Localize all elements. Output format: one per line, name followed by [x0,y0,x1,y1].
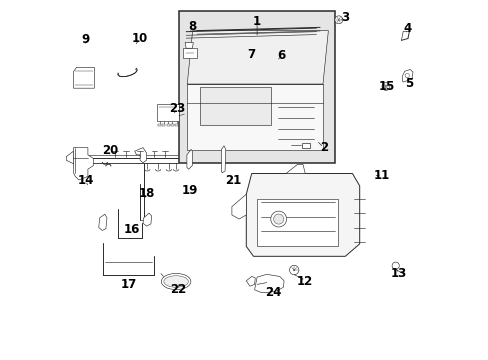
Text: 9: 9 [81,33,89,46]
Bar [162,124,165,126]
Ellipse shape [163,276,188,287]
Bar [179,11,334,163]
Text: 8: 8 [188,21,196,33]
Text: 3: 3 [341,11,348,24]
Text: 12: 12 [296,275,312,288]
Polygon shape [187,31,328,84]
Ellipse shape [161,274,190,289]
Polygon shape [246,174,359,256]
Polygon shape [187,84,322,150]
Polygon shape [73,67,94,88]
Text: 5: 5 [405,77,413,90]
Text: 13: 13 [390,267,407,280]
Polygon shape [134,148,146,163]
Circle shape [404,73,408,78]
Bar [166,124,169,126]
Text: 15: 15 [378,80,394,93]
Circle shape [381,82,389,90]
Polygon shape [254,274,284,292]
Bar [81,155,178,163]
Text: 23: 23 [168,102,184,115]
Polygon shape [221,146,225,173]
Text: 1: 1 [252,15,261,28]
Polygon shape [142,213,151,226]
Polygon shape [99,214,107,230]
Polygon shape [285,165,305,174]
Text: 7: 7 [246,48,255,61]
Bar [200,87,271,125]
Text: 17: 17 [120,278,137,291]
Text: 4: 4 [402,22,410,35]
Bar [183,48,197,58]
Circle shape [334,16,342,24]
Circle shape [270,211,286,227]
Polygon shape [246,276,255,286]
Text: 21: 21 [225,174,242,187]
Text: 20: 20 [102,144,119,157]
Circle shape [391,262,399,269]
Text: 22: 22 [169,283,185,296]
Text: 2: 2 [319,141,327,154]
Text: 24: 24 [264,286,281,299]
Text: 6: 6 [277,49,285,62]
Bar [302,143,309,148]
Polygon shape [73,148,93,180]
Bar [157,104,179,121]
Polygon shape [186,149,192,169]
Polygon shape [66,151,73,164]
Polygon shape [401,69,412,82]
Polygon shape [185,42,193,48]
Bar [171,124,174,126]
Text: 11: 11 [373,169,389,182]
Text: 18: 18 [138,187,154,200]
Bar [158,124,161,126]
Bar [257,199,337,246]
Bar [175,124,178,126]
Text: 10: 10 [131,32,147,45]
Text: 16: 16 [124,223,140,236]
Circle shape [273,214,283,224]
Text: 19: 19 [181,184,198,197]
Polygon shape [231,194,246,219]
Text: 14: 14 [77,174,93,187]
Circle shape [289,265,298,275]
